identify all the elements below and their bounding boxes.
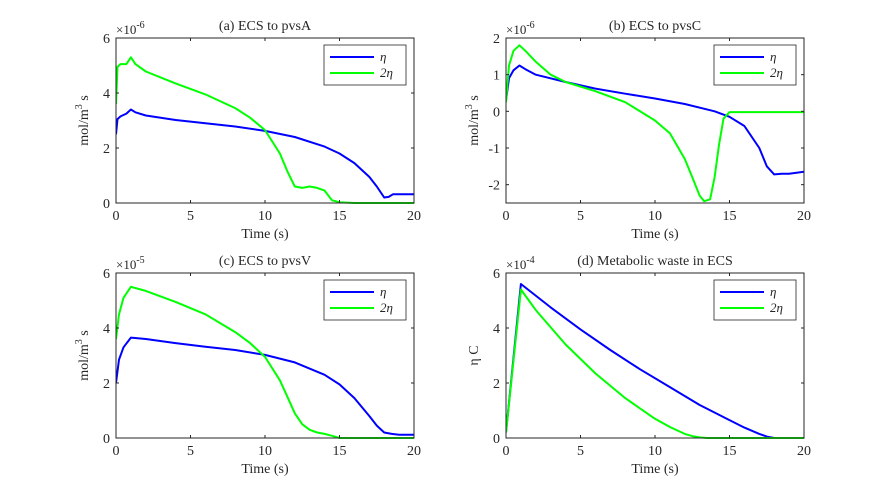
exponent-value: -6 (526, 20, 534, 31)
series-line-eta (506, 283, 804, 439)
exponent-base: ×10 (116, 22, 136, 37)
chart-title: (c) ECS to pvsV (219, 254, 311, 269)
exponent-value: -4 (526, 255, 534, 266)
y-tick-label: 4 (493, 322, 500, 337)
exponent-value: -6 (136, 20, 144, 31)
subplot-4: 0 5 10 15 20 0 2 4 6 ×10-4 (d) Metabolic waste in … (467, 254, 811, 477)
chart-title: (a) ECS to pvsA (219, 19, 312, 34)
x-tick-label: 0 (113, 209, 120, 224)
legend-entry: η (770, 284, 776, 299)
subplot-3: 0 5 10 15 20 0 2 4 6 ×10-5 (c) ECS to pvsV Time (s)… (74, 254, 421, 477)
exponent-base: ×10 (116, 257, 136, 272)
y-tick-label: 4 (103, 322, 110, 337)
x-tick-label: 10 (258, 209, 272, 224)
x-tick-label: 0 (113, 444, 120, 459)
legend-entry: 2η (770, 65, 783, 80)
y-tick-label: 0 (103, 197, 110, 212)
chart-title: (d) Metabolic waste in ECS (577, 254, 733, 269)
x-tick-label: 15 (333, 209, 347, 224)
legend-entry: 2η (770, 300, 783, 315)
y-tick-label: 2 (493, 377, 500, 392)
series-line-eta (116, 336, 414, 436)
axis-exponent-label: ×10-4 (506, 255, 535, 272)
y-tick-label: 2 (493, 32, 500, 47)
y-tick-label: 6 (103, 267, 110, 282)
x-tick-label: 10 (648, 444, 662, 459)
x-axis-label: Time (s) (241, 227, 289, 242)
legend-entry: 2η (380, 300, 393, 315)
y-tick-label: 2 (103, 142, 110, 157)
x-tick-label: 20 (797, 444, 811, 459)
x-tick-label: 10 (258, 444, 272, 459)
axis-exponent-label: ×10-5 (116, 255, 145, 272)
series-line-2eta (116, 285, 414, 439)
y-tick-label: 1 (493, 69, 500, 84)
series-line-2eta (506, 44, 804, 203)
legend-box (323, 44, 407, 86)
y-tick-label: 0 (493, 105, 500, 120)
exponent-value: -5 (136, 255, 144, 266)
y-tick-label: -1 (488, 142, 500, 157)
subplot-2: 0 5 10 15 20 -2 -1 0 1 2 ×10-6 (b) ECS to pvsC Time … (464, 19, 811, 242)
axis-exponent-label: ×10-6 (116, 20, 145, 37)
legend-entry: η (380, 284, 386, 299)
chart-title: (b) ECS to pvsC (609, 19, 701, 34)
y-tick-label: 6 (493, 267, 500, 282)
series-line-eta (506, 64, 804, 176)
x-tick-label: 5 (577, 444, 584, 459)
x-axis-label: Time (s) (631, 227, 679, 242)
y-tick-label: 6 (103, 32, 110, 47)
x-tick-label: 20 (797, 209, 811, 224)
x-tick-label: 15 (723, 209, 737, 224)
legend-box (713, 44, 797, 86)
y-axis-label: mol/m3 s (74, 330, 92, 381)
legend-box (713, 279, 797, 321)
x-tick-label: 20 (407, 444, 421, 459)
x-tick-label: 5 (187, 444, 194, 459)
x-tick-label: 0 (503, 209, 510, 224)
legend: η2η (323, 279, 407, 321)
y-tick-label: 0 (103, 432, 110, 447)
x-tick-label: 20 (407, 209, 421, 224)
legend-entry: η (770, 49, 776, 64)
x-tick-label: 15 (333, 444, 347, 459)
y-axis-label: mol/m3 s (464, 95, 482, 146)
x-tick-label: 10 (648, 209, 662, 224)
legend: η2η (713, 279, 797, 321)
legend-entry: 2η (380, 65, 393, 80)
x-tick-label: 5 (577, 209, 584, 224)
y-tick-label: 4 (103, 87, 110, 102)
exponent-base: ×10 (506, 257, 526, 272)
y-tick-label: 0 (493, 432, 500, 447)
axis-exponent-label: ×10-6 (506, 20, 535, 37)
x-tick-label: 15 (723, 444, 737, 459)
series-line-2eta (506, 288, 804, 439)
legend: η2η (713, 44, 797, 86)
y-tick-label: 2 (103, 377, 110, 392)
x-tick-label: 5 (187, 209, 194, 224)
x-axis-label: Time (s) (241, 462, 289, 477)
y-axis-label: mol/m3 s (74, 95, 92, 146)
series-line-2eta (116, 56, 414, 204)
legend-box (323, 279, 407, 321)
subplot-1: 0 5 10 15 20 0 2 4 6 ×10-6 (a) ECS to pvsA Time (s)… (74, 19, 421, 242)
exponent-base: ×10 (506, 22, 526, 37)
y-axis-label: η C (467, 345, 482, 365)
x-tick-label: 0 (503, 444, 510, 459)
series-line-eta (116, 108, 414, 199)
y-tick-label: -2 (488, 179, 500, 194)
legend-entry: η (380, 49, 386, 64)
legend: η2η (323, 44, 407, 86)
x-axis-label: Time (s) (631, 462, 679, 477)
